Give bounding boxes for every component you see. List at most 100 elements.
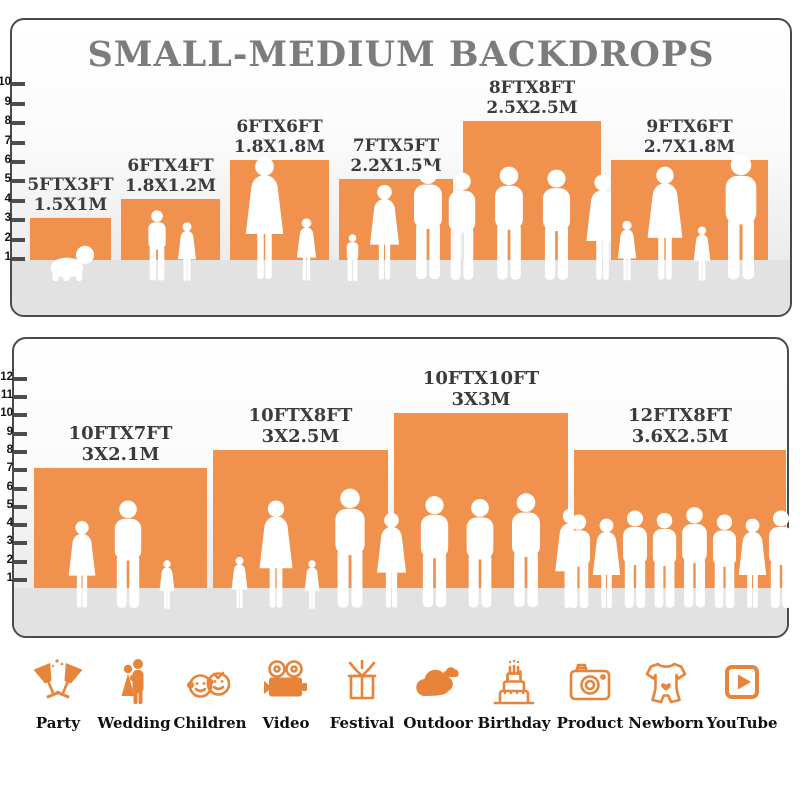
- backdrop-bar-7ftx5ft: 7FTX5FT 2.2X1.5M: [339, 136, 453, 282]
- tick-label: 5: [4, 173, 11, 186]
- tick-label: 7: [6, 462, 13, 475]
- man-silhouette: [623, 510, 647, 608]
- children-icon: [184, 652, 236, 708]
- woman-silhouette: [68, 521, 95, 608]
- tick-mark: [14, 449, 27, 454]
- festival-icon: [336, 652, 388, 708]
- youtube-icon: [716, 652, 768, 708]
- size-m: 3.6X2.5M: [631, 425, 729, 447]
- backdrop-bar-9ftx6ft: 9FTX6FT 2.7X1.8M: [611, 117, 768, 281]
- boy-silhouette: [147, 210, 166, 281]
- tick-mark: [14, 559, 27, 564]
- silhouette-group: [230, 156, 329, 282]
- size-m: 2.2X1.5M: [350, 155, 442, 176]
- tick-label: 9: [6, 425, 13, 438]
- category-party: Party: [22, 652, 94, 732]
- tick-mark: [14, 431, 27, 436]
- category-birthday: Birthday: [477, 652, 551, 732]
- backdrop-bar-6ftx4ft: 6FTX4FT 1.8X1.2M: [121, 156, 220, 281]
- category-youtube: YouTube: [706, 652, 778, 732]
- birthday-icon: [488, 652, 540, 708]
- silhouette-group: [213, 488, 388, 610]
- girl-silhouette: [693, 226, 710, 281]
- category-product: Product: [554, 652, 626, 732]
- size-label: 5FTX3FT 1.5X1M: [27, 175, 113, 215]
- tick-mark: [12, 140, 25, 145]
- tick-mark: [14, 376, 27, 381]
- size-ft: 10FTX7FT: [68, 422, 173, 444]
- size-m: 2.5X2.5M: [486, 97, 578, 118]
- man-silhouette: [334, 488, 365, 608]
- tick-mark: [14, 413, 27, 418]
- size-ft: 6FTX6FT: [236, 116, 323, 137]
- man-silhouette: [652, 512, 677, 608]
- category-children: Children: [173, 652, 247, 732]
- size-m: 1.5X1M: [33, 194, 108, 215]
- woman-silhouette: [376, 512, 406, 608]
- category-video: Video: [250, 652, 322, 732]
- woman-silhouette: [259, 500, 292, 608]
- girl-silhouette: [177, 222, 196, 281]
- medium-large-panel: 1 2 3 4 5 6 7 8 9 10 11 12 10FTX7FT 3X2.1M 10FTX8FT 3X…: [0, 337, 793, 638]
- category-label: Party: [35, 714, 81, 732]
- size-ft: 10FTX8FT: [248, 404, 353, 426]
- woman-silhouette: [738, 518, 767, 608]
- tick-label: 2: [4, 231, 11, 244]
- size-ft: 7FTX5FT: [352, 135, 440, 156]
- category-label: Wedding: [97, 714, 171, 732]
- tick-mark: [12, 198, 25, 203]
- size-label: 7FTX5FT 2.2X1.5M: [350, 136, 441, 176]
- girl-silhouette: [231, 556, 247, 609]
- size-label: 6FTX6FT 1.8X1.8M: [234, 117, 325, 157]
- category-label: YouTube: [706, 714, 778, 732]
- size-label: 8FTX8FT 2.5X2.5M: [486, 78, 577, 118]
- category-festival: Festival: [326, 652, 398, 732]
- girl-silhouette: [159, 560, 174, 609]
- girl-silhouette: [617, 220, 636, 281]
- size-label: 6FTX4FT 1.8X1.2M: [125, 156, 216, 196]
- size-m: 3X2.5M: [261, 425, 340, 447]
- newborn-icon: [640, 652, 692, 708]
- tick-label: 12: [0, 370, 13, 383]
- size-label: 12FTX8FT 3.6X2.5M: [628, 405, 732, 447]
- tick-mark: [12, 179, 25, 184]
- tick-label: 8: [6, 443, 13, 456]
- man-silhouette: [448, 172, 476, 280]
- category-label: Birthday: [477, 714, 551, 732]
- backdrop-bars: 10FTX7FT 3X2.1M 10FTX8FT 3X2.5M 10FTX10FT 3X3…: [34, 368, 793, 609]
- category-label: Product: [556, 714, 624, 732]
- silhouette-group: [34, 500, 207, 610]
- tick-mark: [12, 257, 25, 261]
- size-ft: 8FTX8FT: [488, 77, 576, 98]
- tick-label: 5: [6, 498, 13, 511]
- size-m: 3X3M: [451, 388, 511, 410]
- man-silhouette: [114, 500, 141, 608]
- backdrop-bars: 5FTX3FT 1.5X1M 6FTX4FT 1.8X1.2M 6FTX6FT 1.8X1…: [27, 78, 768, 282]
- woman-silhouette: [369, 184, 400, 280]
- man-silhouette: [542, 169, 571, 280]
- tick-mark: [12, 101, 25, 106]
- girl-silhouette: [304, 560, 319, 609]
- backdrop-bar-5ftx3ft: 5FTX3FT 1.5X1M: [27, 175, 114, 282]
- category-outdoor: Outdoor: [402, 652, 474, 732]
- man-silhouette: [466, 499, 493, 608]
- tick-mark: [12, 218, 25, 223]
- baby-silhouette: [50, 245, 95, 282]
- size-label: 10FTX8FT 3X2.5M: [249, 405, 353, 447]
- man-silhouette: [566, 514, 591, 609]
- tick-mark: [14, 523, 27, 528]
- man-silhouette: [511, 493, 540, 607]
- outdoor-icon: [412, 652, 464, 708]
- category-label: Festival: [329, 714, 395, 732]
- silhouette-group: [30, 244, 111, 282]
- woman-silhouette: [592, 518, 621, 608]
- tick-label: 10: [0, 407, 13, 420]
- backdrop-bar-8ftx8ft: 8FTX8FT 2.5X2.5M: [448, 78, 619, 280]
- tick-label: 9: [4, 95, 11, 108]
- size-m: 3X2.1M: [81, 443, 160, 465]
- size-ft: 5FTX3FT: [27, 174, 114, 195]
- tick-mark: [14, 578, 27, 582]
- category-label: Outdoor: [403, 714, 473, 732]
- tick-mark: [12, 237, 25, 242]
- tick-label: 3: [4, 212, 11, 225]
